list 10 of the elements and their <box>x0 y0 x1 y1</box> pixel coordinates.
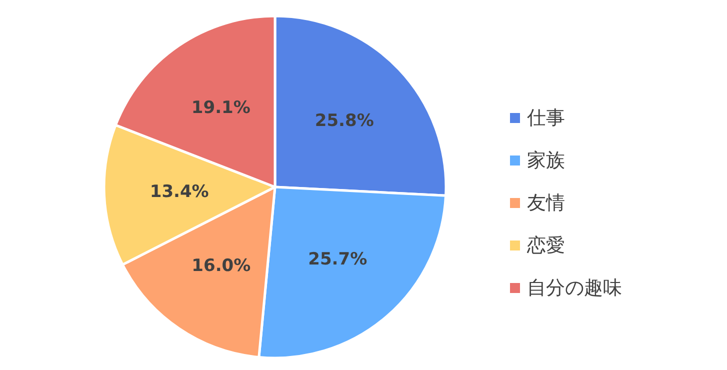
legend-label: 仕事 <box>526 107 565 129</box>
legend-label: 恋愛 <box>526 234 565 256</box>
data-label: 16.0% <box>192 256 251 276</box>
data-label: 13.4% <box>150 182 209 202</box>
legend-label: 自分の趣味 <box>527 277 622 299</box>
legend-label: 友情 <box>527 192 565 214</box>
data-label: 19.1% <box>191 98 250 118</box>
legend-label: 家族 <box>527 150 565 172</box>
data-label: 25.7% <box>308 249 368 270</box>
data-label: 25.8% <box>314 111 374 132</box>
